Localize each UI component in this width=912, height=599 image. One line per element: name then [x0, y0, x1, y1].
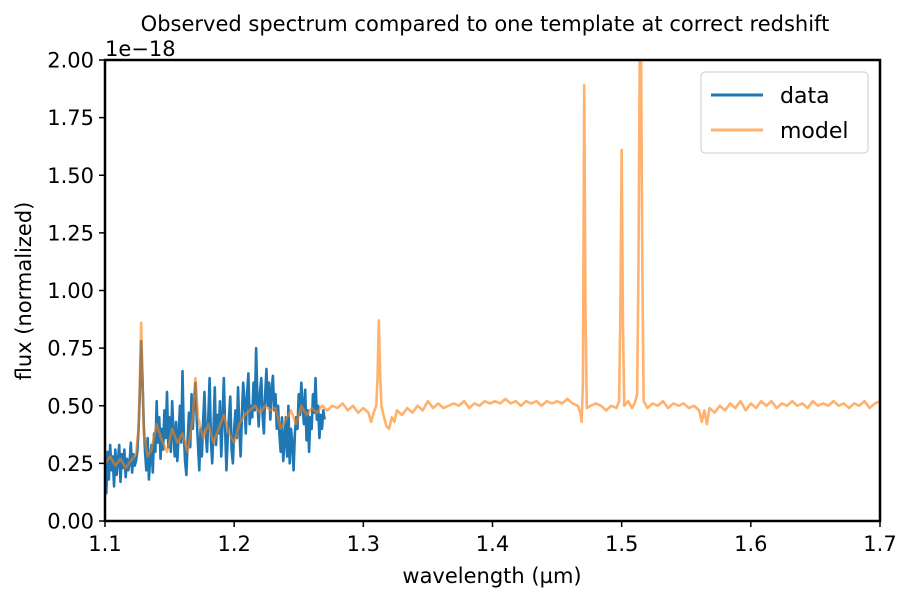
x-tick-label: 1.1 — [88, 532, 121, 556]
legend: data model — [700, 71, 869, 154]
chart-title: Observed spectrum compared to one templa… — [141, 12, 830, 36]
y-axis: 0.00 0.25 0.50 0.75 1.00 1.25 1.50 1.75 2.00 — [47, 49, 105, 534]
x-axis: 1.1 1.2 1.3 1.4 1.5 1.6 1.7 — [88, 521, 897, 556]
legend-label-model: model — [780, 119, 849, 144]
x-tick-label: 1.4 — [476, 532, 509, 556]
x-tick-label: 1.2 — [217, 532, 250, 556]
legend-box — [700, 71, 869, 154]
y-tick-label: 0.00 — [47, 510, 94, 534]
y-tick-label: 0.50 — [47, 394, 94, 418]
y-tick-label: 1.25 — [47, 221, 94, 245]
y-axis-label: flux (normalized) — [12, 202, 36, 381]
x-axis-label: wavelength (µm) — [402, 564, 581, 588]
x-tick-label: 1.5 — [605, 532, 638, 556]
y-tick-label: 0.75 — [47, 337, 94, 361]
series-layer — [105, 60, 880, 495]
y-tick-label: 0.25 — [47, 452, 94, 476]
y-axis-offset-text: 1e−18 — [105, 37, 176, 61]
y-tick-label: 2.00 — [47, 49, 94, 73]
y-tick-label: 1.00 — [47, 279, 94, 303]
y-tick-label: 1.75 — [47, 106, 94, 130]
legend-label-data: data — [780, 84, 830, 109]
x-tick-label: 1.7 — [863, 532, 896, 556]
series-line-model — [105, 60, 880, 470]
x-tick-label: 1.6 — [734, 532, 767, 556]
x-tick-label: 1.3 — [347, 532, 380, 556]
y-tick-label: 1.50 — [47, 164, 94, 188]
